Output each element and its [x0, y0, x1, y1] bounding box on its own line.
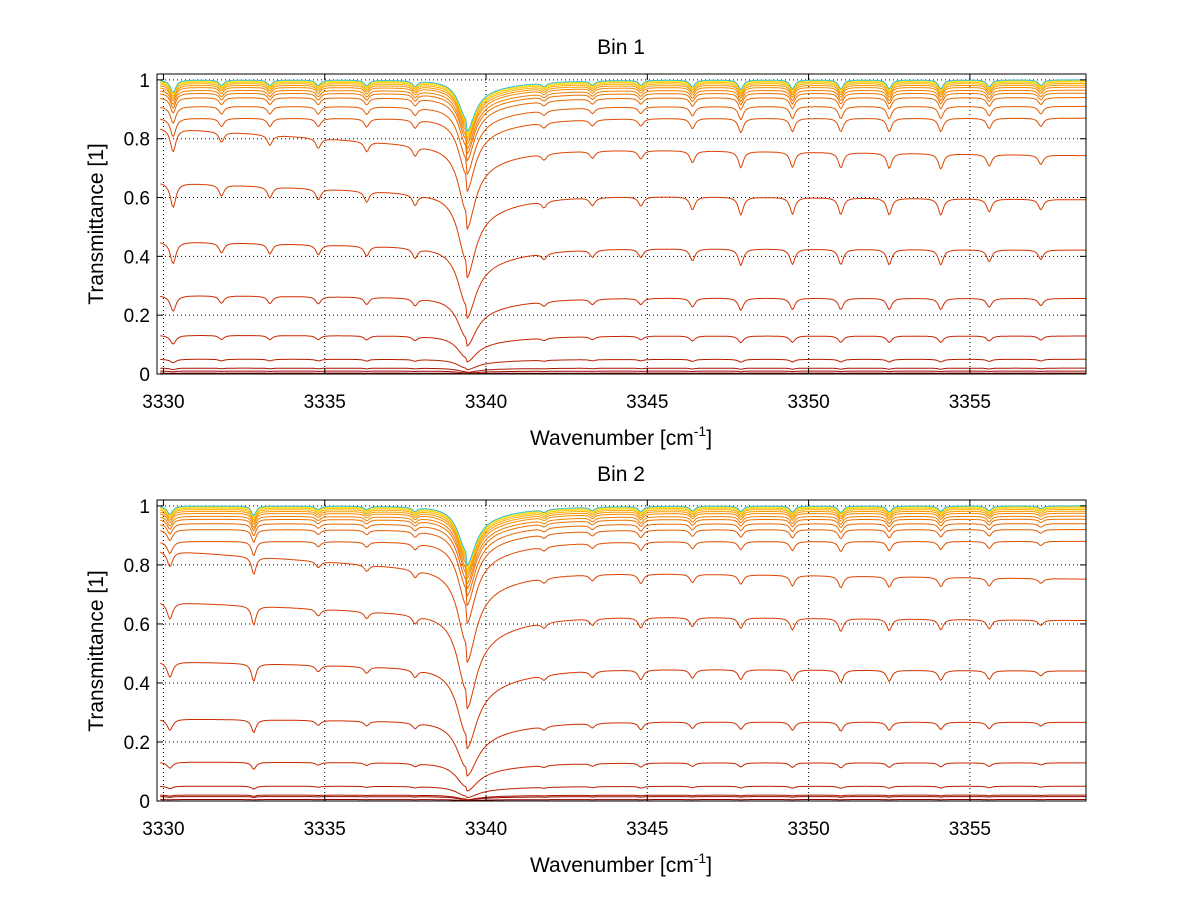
transmittance-trace: [160, 367, 1086, 373]
transmittance-trace: [160, 518, 1086, 590]
x-tick-label: 3345: [626, 392, 668, 413]
x-tick-label: 3355: [949, 819, 991, 840]
transmittance-trace: [160, 785, 1086, 798]
x-tick-label: 3345: [626, 819, 668, 840]
x-tick-label: 3330: [142, 392, 184, 413]
x-axis-label: Wavenumber [cm-1]: [530, 850, 712, 877]
x-axis-label: Wavenumber [cm-1]: [530, 423, 712, 450]
plot-panel-bin-1: 3330 3335 3340 3345 3350 3355 0 0.2 0.4 0.6 0.8 1 B…: [85, 36, 1087, 450]
y-tick-label: 1: [139, 71, 150, 92]
x-tick-label: 3340: [465, 819, 507, 840]
transmittance-trace: [160, 117, 1086, 192]
transmittance-trace: [160, 81, 1086, 136]
y-axis-label: Transmittance [1]: [85, 143, 108, 304]
x-tick-label: 3330: [142, 819, 184, 840]
transmittance-trace: [160, 92, 1086, 155]
transmittance-trace: [160, 506, 1086, 568]
transmittance-trace: [160, 509, 1086, 573]
transmittance-trace: [160, 515, 1086, 585]
y-tick-label: 0.4: [124, 247, 151, 268]
y-tick-label: 1: [139, 497, 150, 518]
y-tick-label: 0: [139, 365, 150, 386]
y-tick-label: 0.8: [124, 556, 150, 577]
y-tick-label: 0.2: [124, 733, 150, 754]
ticks: 3330 3335 3340 3345 3350 3355 0 0.2 0.4 0.6 0.8 1: [124, 497, 1086, 840]
y-tick-label: 0: [139, 792, 150, 813]
x-tick-label: 3350: [787, 392, 829, 413]
x-tick-label: 3340: [465, 392, 507, 413]
x-tick-label: 3335: [304, 819, 346, 840]
transmittance-trace: [160, 242, 1086, 319]
y-tick-label: 0.6: [124, 615, 150, 636]
transmittance-trace: [160, 80, 1086, 134]
x-axis-label-end: ]: [706, 427, 712, 450]
transmittance-trace: [160, 796, 1086, 801]
transmittance-trace: [160, 523, 1086, 597]
transmittance-trace: [160, 529, 1086, 607]
transmittance-trace: [160, 540, 1086, 624]
transmittance-trace: [160, 183, 1086, 279]
y-tick-label: 0.4: [124, 674, 151, 695]
y-axis-label: Transmittance [1]: [85, 570, 108, 731]
transmittance-trace: [160, 295, 1086, 347]
x-tick-label: 3335: [304, 392, 346, 413]
transmittance-trace: [160, 794, 1086, 801]
y-tick-label: 0.2: [124, 306, 150, 327]
plot-panel-bin-2: 3330 3335 3340 3345 3350 3355 0 0.2 0.4 0.6 0.8 1 B…: [85, 463, 1087, 877]
x-axis-label-text: Wavenumber [cm: [530, 427, 694, 450]
chart-title: Bin 1: [597, 36, 645, 59]
transmittance-trace: [160, 79, 1086, 133]
transmittance-trace: [160, 799, 1086, 802]
grid-lines: [157, 500, 1086, 802]
x-axis-label-superscript: -1: [694, 423, 707, 439]
x-axis-label-superscript: -1: [694, 850, 707, 866]
x-axis-label-text: Wavenumber [cm: [530, 854, 694, 877]
transmittance-trace: [160, 335, 1086, 363]
transmittance-trace: [160, 128, 1086, 230]
x-tick-label: 3350: [787, 819, 829, 840]
transmittance-trace: [159, 603, 1087, 710]
transmittance-traces: [160, 79, 1086, 375]
transmittance-trace: [160, 505, 1086, 567]
transmittance-trace: [160, 662, 1086, 750]
chart-title: Bin 2: [597, 463, 645, 486]
transmittance-trace: [159, 551, 1087, 663]
transmittance-trace: [160, 372, 1086, 375]
x-axis-label-end: ]: [706, 854, 712, 877]
transmittance-trace: [160, 719, 1086, 777]
transmittance-trace: [160, 89, 1086, 150]
transmittance-trace: [160, 761, 1086, 792]
x-tick-label: 3355: [949, 392, 991, 413]
transmittance-trace: [160, 507, 1086, 570]
transmittance-traces: [159, 505, 1087, 802]
transmittance-trace: [160, 370, 1086, 374]
transmittance-trace: [160, 510, 1086, 576]
y-tick-label: 0.6: [124, 189, 150, 210]
transmittance-trace: [160, 97, 1086, 162]
plot-area-bin-2: [156, 499, 1087, 802]
transmittance-trace: [160, 358, 1086, 371]
transmittance-trace: [160, 105, 1086, 175]
plot-area-bin-1: [156, 73, 1087, 375]
transmittance-trace: [160, 86, 1086, 145]
transmittance-trace: [160, 83, 1086, 139]
y-tick-label: 0.8: [124, 130, 150, 151]
ticks: 3330 3335 3340 3345 3350 3355 0 0.2 0.4 0.6 0.8 1: [124, 71, 1086, 413]
transmittance-trace: [160, 512, 1086, 580]
transmittance-trace: [160, 84, 1086, 142]
